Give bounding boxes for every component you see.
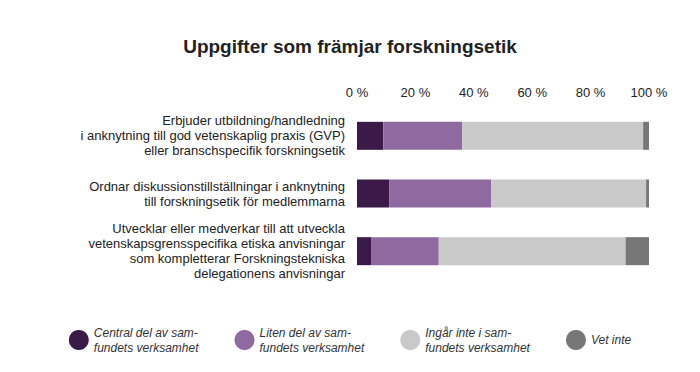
svg-text:40 %: 40 % — [459, 85, 489, 100]
svg-text:eller branschspecifik forsknin: eller branschspecifik forskningsetik — [144, 143, 345, 158]
svg-text:60 %: 60 % — [517, 85, 547, 100]
svg-text:vetenskapsgrensspecifika etisk: vetenskapsgrensspecifika etiska anvisnin… — [88, 236, 345, 251]
svg-text:Central del av sam-: Central del av sam- — [94, 326, 198, 340]
svg-text:fundets verksamhet: fundets verksamhet — [425, 341, 530, 355]
svg-text:Erbjuder utbildning/handlednin: Erbjuder utbildning/handledning — [162, 113, 345, 128]
svg-text:Uppgifter som främjar forsknin: Uppgifter som främjar forskningsetik — [183, 36, 517, 57]
svg-text:fundets verksamhet: fundets verksamhet — [94, 341, 199, 355]
svg-text:delegationens anvisningar: delegationens anvisningar — [194, 266, 346, 281]
svg-text:Liten del av sam-: Liten del av sam- — [260, 326, 351, 340]
svg-text:Vet inte: Vet inte — [591, 333, 632, 347]
svg-text:100 %: 100 % — [631, 85, 668, 100]
svg-text:till forskningsetik för medlem: till forskningsetik för medlemmarna — [144, 194, 346, 209]
svg-text:80 %: 80 % — [576, 85, 606, 100]
svg-text:fundets verksamhet: fundets verksamhet — [260, 341, 365, 355]
svg-text:Ordnar diskussionstillställnin: Ordnar diskussionstillställningar i ankn… — [89, 179, 345, 194]
svg-text:som kompletterar Forskningstek: som kompletterar Forskningstekniska — [130, 251, 346, 266]
svg-text:Utvecklar eller medverkar till: Utvecklar eller medverkar till att utvec… — [112, 221, 345, 236]
svg-text:Ingår inte i sam-: Ingår inte i sam- — [425, 326, 511, 340]
svg-text:20 %: 20 % — [401, 85, 431, 100]
svg-text:0 %: 0 % — [346, 85, 369, 100]
svg-text:i anknytning till god vetenska: i anknytning till god vetenskaplig praxi… — [81, 128, 345, 143]
